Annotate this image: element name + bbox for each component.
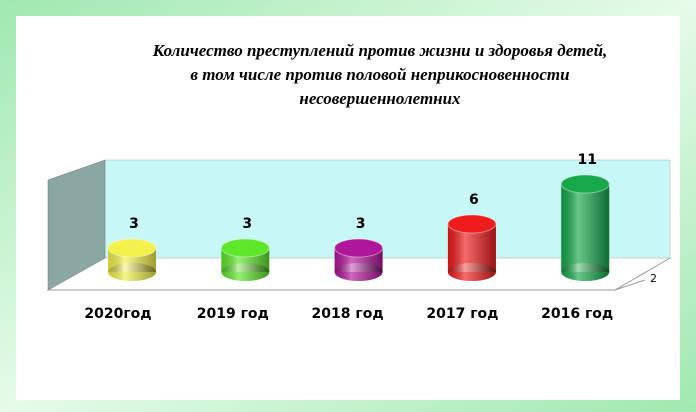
bar-top [334,238,384,258]
x-tick-label: 2018 год [312,306,384,322]
title-line: несовершеннолетних [299,89,461,108]
bar-bottom-shade [334,263,383,281]
title: Количество преступлений против жизни и з… [152,41,608,108]
bar-bottom-shade [221,263,270,281]
title-line: в том числе против половой неприкосновен… [190,65,569,84]
bar-top [107,238,157,258]
bar-bottom-shade [561,263,610,281]
series-label: 2 [650,272,657,285]
bar-top [447,214,497,234]
title-line: Количество преступлений против жизни и з… [152,41,608,60]
plot: 3 2020год 3 2019 год 3 2018 год 6 2017 год 11 201… [84,152,657,322]
depth-tick [614,279,646,291]
data-label: 3 [356,216,366,232]
data-label: 6 [469,192,479,208]
data-label: 11 [577,152,596,168]
data-label: 3 [242,216,252,232]
x-tick-label: 2019 год [197,306,269,322]
bar-bottom-shade [108,263,156,281]
bar-top [220,238,270,258]
floor-edge [46,257,671,291]
x-tick-label: 2016 год [541,306,613,322]
x-tick-label: 2020год [84,306,151,322]
bar-shade [561,184,610,272]
bar-bottom-shade [447,263,496,281]
data-label: 3 [129,216,139,232]
bar-top [560,174,610,194]
x-tick-label: 2017 год [426,306,498,322]
